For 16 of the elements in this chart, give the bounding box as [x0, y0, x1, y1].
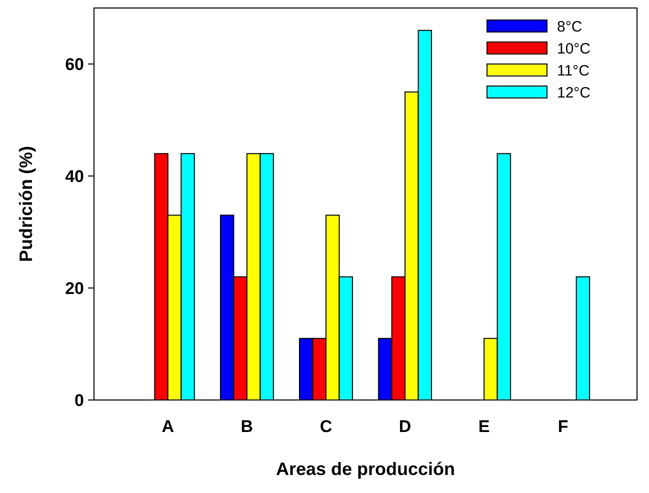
y-tick-label: 60: [65, 54, 84, 74]
legend-label: 11°C: [557, 62, 590, 80]
x-tick-label: B: [240, 417, 254, 436]
y-tick-label: 0: [74, 390, 84, 410]
y-tick-label: 20: [65, 278, 84, 298]
legend-label: 8°C: [557, 18, 582, 36]
x-tick-label: E: [478, 417, 490, 436]
x-tick-label: D: [398, 417, 412, 436]
y-axis-title: Pudrición (%): [16, 146, 36, 262]
x-tick-label: F: [558, 417, 568, 436]
x-tick-label: C: [320, 417, 332, 436]
x-tick-label: A: [162, 417, 174, 436]
legend-label: 12°C: [557, 84, 591, 102]
y-tick-label: 40: [65, 166, 84, 186]
x-axis-title: Areas de producción: [276, 459, 456, 479]
legend-label: 10°C: [557, 40, 591, 58]
